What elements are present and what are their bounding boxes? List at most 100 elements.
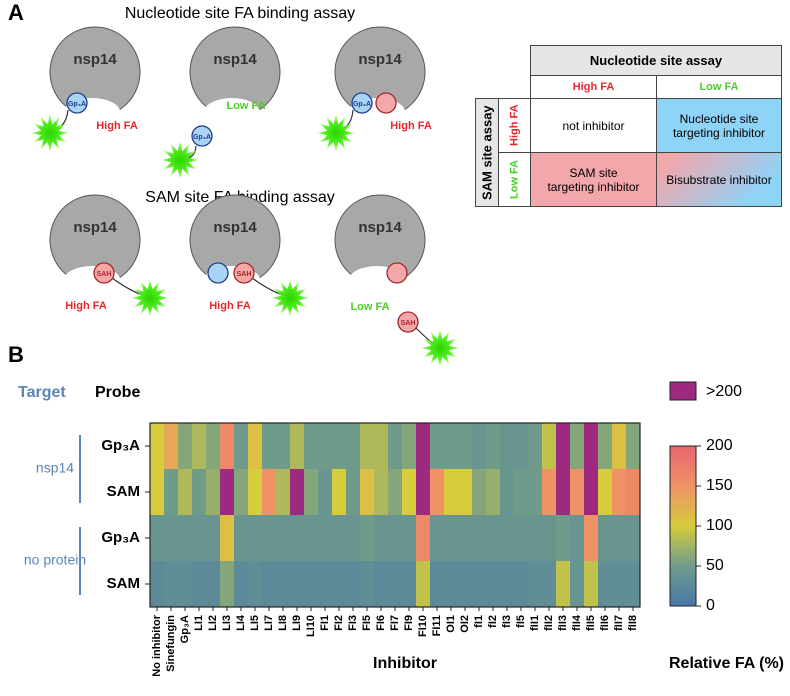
heat-cell <box>542 423 557 470</box>
heat-cell <box>234 423 249 470</box>
heat-cell <box>542 515 557 562</box>
ligand <box>351 92 373 114</box>
heat-cell <box>528 469 543 516</box>
heat-cell <box>458 423 473 470</box>
heat-cell <box>626 561 641 608</box>
heat-cell <box>290 469 305 516</box>
heat-cell <box>416 469 431 516</box>
heat-cell <box>262 515 277 562</box>
x-tick-label: fII5 <box>585 615 597 631</box>
heat-cell <box>472 423 487 470</box>
ligand-label: SAH <box>237 271 252 278</box>
heat-cell <box>626 469 641 516</box>
heat-cell <box>472 561 487 608</box>
heat-cell <box>444 515 459 562</box>
heat-cell <box>192 469 207 516</box>
fluorophore <box>31 114 69 152</box>
ligand <box>191 125 213 147</box>
x-tick-label: fII8 <box>627 615 639 631</box>
heat-cell <box>206 423 221 470</box>
heat-cell <box>598 423 613 470</box>
heat-cell <box>192 423 207 470</box>
heat-cell <box>570 423 585 470</box>
x-tick-label: LI9 <box>291 615 303 631</box>
heat-cell <box>220 423 235 470</box>
fa-label: Low FA <box>350 301 389 313</box>
heat-cell <box>290 515 305 562</box>
heat-cell <box>206 561 221 608</box>
heat-cell <box>584 515 599 562</box>
heat-cell <box>346 561 361 608</box>
heat-cell <box>542 469 557 516</box>
heat-cell <box>304 423 319 470</box>
heat-cell <box>346 469 361 516</box>
heat-cell <box>542 561 557 608</box>
heat-cell <box>248 423 263 470</box>
fa-label: High FA <box>96 120 138 132</box>
table-cell: SAM site targeting inhibitor <box>530 152 657 207</box>
heat-cell <box>500 561 515 608</box>
heat-cell <box>178 561 193 608</box>
protein-label: nsp14 <box>73 219 117 236</box>
heat-cell <box>612 561 627 608</box>
ligand-label: SAH <box>401 320 416 327</box>
heat-cell <box>332 561 347 608</box>
x-tick-label: fII4 <box>571 614 583 631</box>
x-tick-label: FI9 <box>403 615 415 631</box>
heat-cell <box>486 469 501 516</box>
heat-cell <box>514 469 529 516</box>
fa-label: High FA <box>390 120 432 132</box>
fluorophore <box>317 114 355 152</box>
heat-cell <box>458 515 473 562</box>
protein-label: nsp14 <box>213 219 257 236</box>
x-axis-title: Inhibitor <box>373 655 437 672</box>
heat-cell <box>262 561 277 608</box>
table-cell: Nucleotide site targeting inhibitor <box>656 98 782 153</box>
heat-cell <box>486 561 501 608</box>
heat-cell <box>402 423 417 470</box>
heat-cell <box>472 469 487 516</box>
heat-cell <box>556 515 571 562</box>
heat-cell <box>598 515 613 562</box>
probe-label: SAM <box>107 483 140 500</box>
heat-cell <box>388 515 403 562</box>
heat-cell <box>612 515 627 562</box>
x-tick-label: FI1 <box>319 615 331 631</box>
heat-cell <box>360 423 375 470</box>
heat-cell <box>332 469 347 516</box>
protein-label: nsp14 <box>213 51 257 68</box>
heat-cell <box>444 469 459 516</box>
heat-cell <box>416 561 431 608</box>
heat-cell <box>430 515 445 562</box>
x-tick-label: LI8 <box>277 615 289 631</box>
x-tick-label: LI3 <box>221 615 233 631</box>
heat-cell <box>556 423 571 470</box>
heat-cell <box>500 515 515 562</box>
heat-cell <box>360 515 375 562</box>
x-tick-label: fII6 <box>599 615 611 631</box>
protein-label: nsp14 <box>73 51 117 68</box>
heat-cell <box>612 469 627 516</box>
fluorophore <box>271 279 309 317</box>
heat-cell <box>486 423 501 470</box>
heat-cell <box>318 515 333 562</box>
diagrams: nsp14 Gp₃A High FA nsp14 Gp₃A Low FA nsp14 Gp₃A… <box>31 26 459 367</box>
probe-label: Gp₃A <box>101 529 140 546</box>
heat-cell <box>472 515 487 562</box>
heat-cell <box>220 561 235 608</box>
ligand-label: Gp₃A <box>68 101 86 108</box>
heat-cell <box>192 561 207 608</box>
heat-cell <box>178 515 193 562</box>
x-tick-label: OI1 <box>445 615 457 633</box>
heat-cell <box>290 423 305 470</box>
heat-cell <box>248 515 263 562</box>
heat-cell <box>514 423 529 470</box>
x-tick-label: LI7 <box>263 615 275 631</box>
x-tick-label: LI4 <box>235 614 247 631</box>
heat-cell <box>444 561 459 608</box>
heat-cell <box>276 561 291 608</box>
heat-cell <box>388 469 403 516</box>
ligand <box>93 262 115 284</box>
x-tick-label: FI5 <box>361 615 373 631</box>
